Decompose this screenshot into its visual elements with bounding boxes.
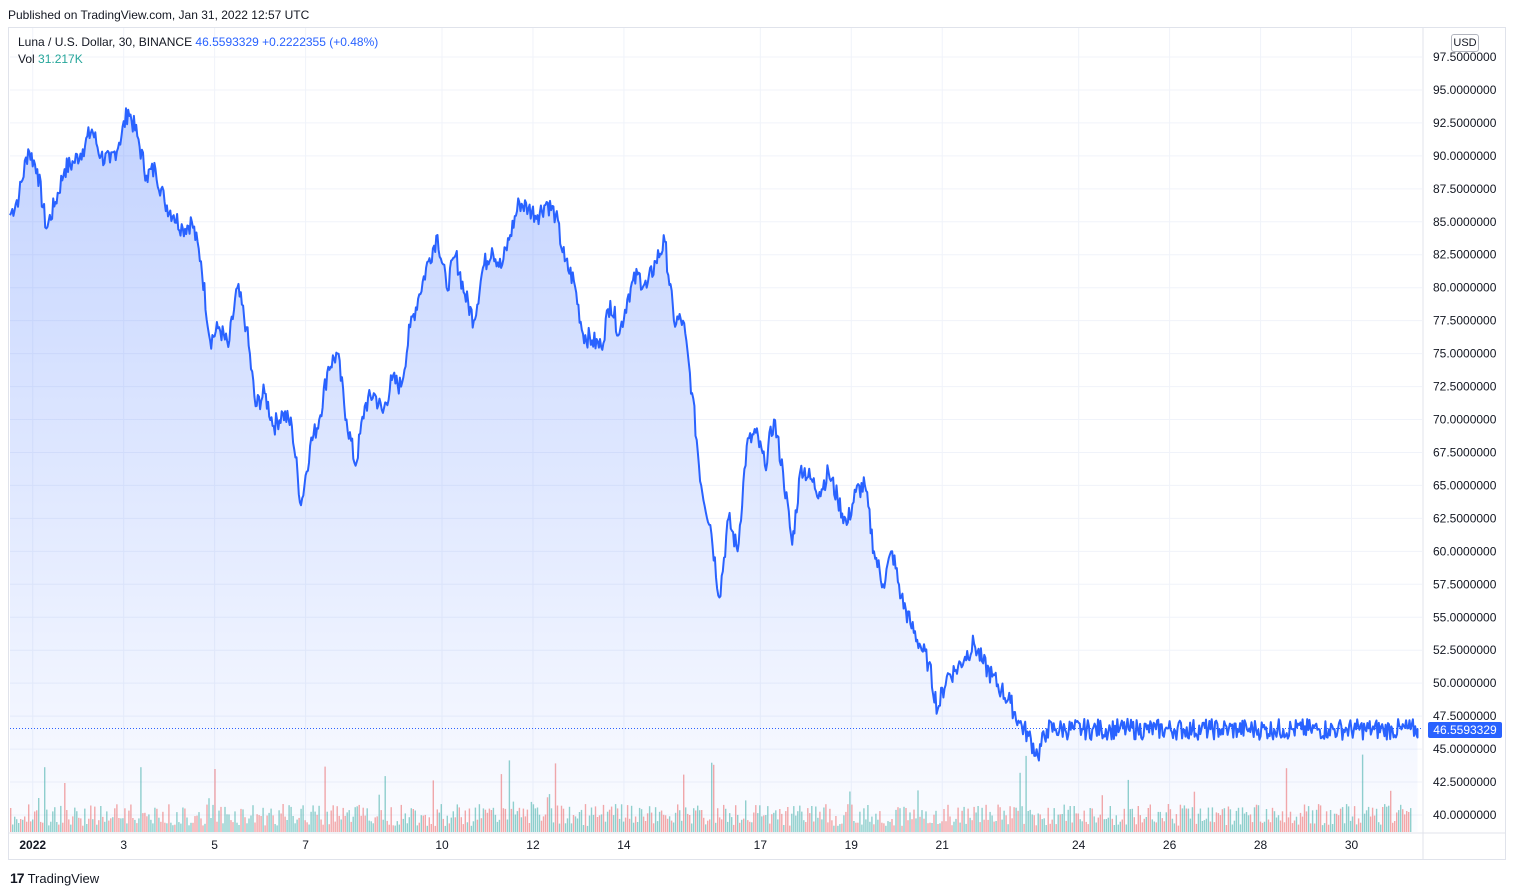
time-tick-label: 10 [435,838,449,852]
price-tick-label: 72.5000000 [1433,380,1497,394]
price-axis-labels: 40.0000000 42.5000000 45.0000000 47.5000000… [1433,50,1497,822]
currency-button[interactable]: USD [1451,34,1479,52]
price-tick-label: 77.5000000 [1433,314,1497,328]
time-tick-label: 19 [845,838,859,852]
time-tick-label: 7 [302,838,309,852]
price-tick-label: 70.0000000 [1433,413,1497,427]
last-price-axis-label: 46.5593329 [1428,722,1502,738]
time-tick-label: 26 [1163,838,1177,852]
price-tick-label: 57.5000000 [1433,577,1497,591]
time-tick-label: 12 [526,838,540,852]
time-tick-label: 24 [1072,838,1086,852]
price-tick-label: 67.5000000 [1433,445,1497,459]
price-area [10,108,1418,833]
price-tick-label: 45.0000000 [1433,742,1497,756]
price-tick-label: 47.5000000 [1433,709,1497,723]
price-tick-label: 97.5000000 [1433,50,1497,64]
price-tick-label: 85.0000000 [1433,215,1497,229]
price-tick-label: 80.0000000 [1433,281,1497,295]
time-tick-label: 14 [617,838,631,852]
price-tick-label: 42.5000000 [1433,775,1497,789]
volume-legend: Vol 31.217K [18,52,83,66]
time-tick-label: 21 [936,838,950,852]
time-tick-label: 30 [1345,838,1359,852]
price-tick-label: 82.5000000 [1433,248,1497,262]
price-tick-label: 87.5000000 [1433,182,1497,196]
published-caption: Published on TradingView.com, Jan 31, 20… [8,8,310,22]
price-tick-label: 50.0000000 [1433,676,1497,690]
price-tick-label: 75.0000000 [1433,347,1497,361]
time-tick-label: 17 [754,838,768,852]
chart-frame [8,27,1506,860]
price-tick-label: 55.0000000 [1433,610,1497,624]
price-line [9,107,1419,762]
price-tick-label: 60.0000000 [1433,544,1497,558]
vol-value: 31.217K [38,52,83,66]
tradingview-footer[interactable]: 17 TradingView [10,870,99,886]
price-tick-label: 52.5000000 [1433,643,1497,657]
tradingview-brand: TradingView [27,870,100,886]
time-tick-label: 28 [1254,838,1268,852]
vol-label: Vol [18,52,35,66]
price-change: +0.2222355 (+0.48%) [262,35,379,49]
time-tick-label: 5 [211,838,218,852]
price-tick-label: 90.0000000 [1433,149,1497,163]
price-tick-label: 40.0000000 [1433,808,1497,822]
price-tick-label: 92.5000000 [1433,116,1497,130]
tradingview-logo-icon: 17 [10,870,25,886]
price-tick-label: 65.0000000 [1433,478,1497,492]
symbol-name: Luna / U.S. Dollar, 30, BINANCE [18,35,193,49]
price-tick-label: 95.0000000 [1433,83,1497,97]
time-axis-labels: 2022 3 5 7 10 12 14 17 19 21 24 26 28 30 [19,838,1358,852]
symbol-legend: Luna / U.S. Dollar, 30, BINANCE 46.55933… [18,35,378,49]
price-tick-label: 62.5000000 [1433,511,1497,525]
time-tick-label: 3 [120,838,127,852]
last-price-value: 46.5593329 [195,35,259,49]
time-tick-label: 2022 [19,838,46,852]
